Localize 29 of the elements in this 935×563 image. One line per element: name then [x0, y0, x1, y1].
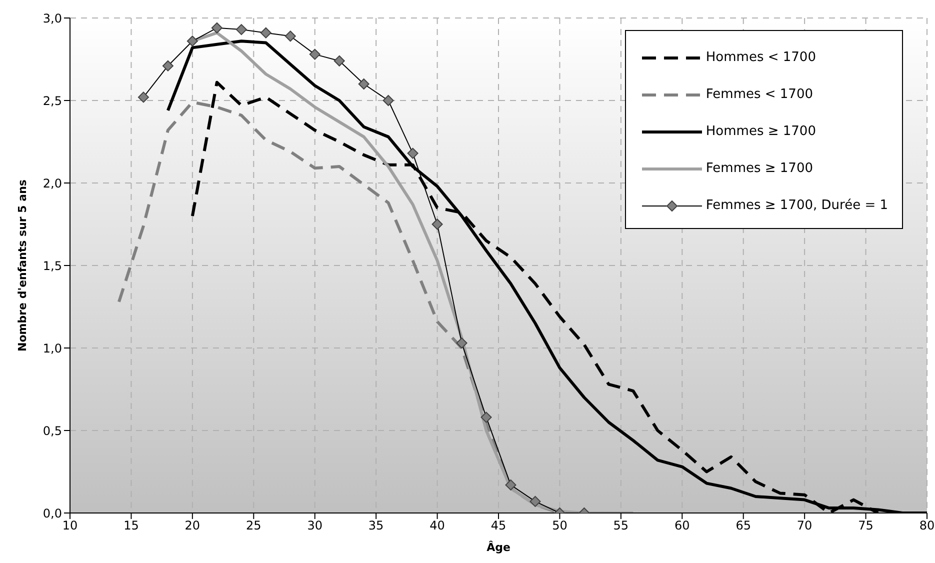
- x-tick-label: 20: [184, 518, 200, 533]
- legend-label: Femmes < 1700: [706, 87, 813, 102]
- x-tick-label: 80: [919, 518, 935, 533]
- x-tick-label: 50: [552, 518, 568, 533]
- x-axis-title: Âge: [486, 540, 510, 554]
- legend-label: Femmes ≥ 1700: [706, 161, 813, 176]
- x-tick-label: 55: [613, 518, 629, 533]
- x-tick-label: 75: [858, 518, 874, 533]
- y-tick-label: 2,5: [42, 94, 62, 108]
- x-tick-label: 40: [430, 518, 445, 533]
- legend-label: Hommes ≥ 1700: [706, 124, 816, 139]
- x-tick-label: 70: [796, 518, 812, 533]
- x-tick-label: 25: [246, 518, 262, 533]
- x-tick-label: 60: [674, 518, 690, 533]
- x-tick-label: 35: [368, 518, 384, 533]
- y-tick-label: 3,0: [42, 11, 62, 26]
- y-tick-label: 1,0: [42, 341, 62, 356]
- x-tick-label: 10: [62, 518, 78, 533]
- legend-label: Femmes ≥ 1700, Durée = 1: [706, 198, 888, 213]
- y-tick-label: 2,0: [42, 176, 62, 190]
- y-axis-title: Nombre d'enfants sur 5 ans: [16, 179, 29, 352]
- legend-label: Hommes < 1700: [706, 50, 816, 65]
- x-tick-label: 65: [736, 518, 751, 533]
- x-tick-label: 30: [307, 518, 322, 533]
- x-tick-label: 45: [490, 518, 506, 533]
- y-tick-label: 1,5: [42, 258, 62, 273]
- x-tick-label: 15: [124, 518, 139, 533]
- y-tick-label: 0,0: [42, 506, 62, 520]
- y-tick-label: 0,5: [42, 424, 62, 438]
